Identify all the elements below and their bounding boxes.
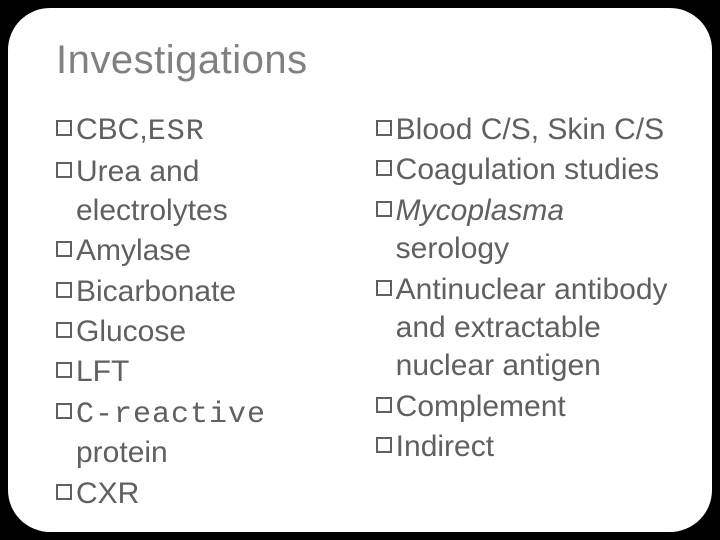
- list-item: Urea and electrolytes: [56, 153, 336, 230]
- list-item: Antinuclear antibody and extractable nuc…: [376, 271, 680, 386]
- item-text: CXR: [76, 475, 139, 513]
- square-bullet-icon: [56, 120, 72, 136]
- square-bullet-icon: [56, 162, 72, 178]
- square-bullet-icon: [56, 241, 72, 257]
- item-text: LFT: [76, 353, 129, 391]
- item-text: Antinuclear antibody and extractable nuc…: [396, 271, 680, 386]
- item-text: Bicarbonate: [76, 273, 236, 311]
- square-bullet-icon: [56, 322, 72, 338]
- square-bullet-icon: [56, 484, 72, 500]
- item-text: CBC,ESR: [76, 111, 205, 151]
- square-bullet-icon: [376, 120, 392, 136]
- left-column: CBC,ESR Urea and electrolytes Amylase Bi…: [56, 111, 336, 515]
- list-item: Glucose: [56, 313, 336, 351]
- square-bullet-icon: [376, 397, 392, 413]
- slide-frame: Investigations CBC,ESR Urea and electrol…: [8, 8, 712, 532]
- content-columns: CBC,ESR Urea and electrolytes Amylase Bi…: [56, 111, 664, 515]
- item-text: Complement: [396, 388, 566, 426]
- item-text: Coagulation studies: [396, 151, 660, 189]
- item-text: Amylase: [76, 232, 191, 270]
- list-item: LFT: [56, 353, 336, 391]
- list-item: Coagulation studies: [376, 151, 680, 189]
- list-item: Amylase: [56, 232, 336, 270]
- square-bullet-icon: [376, 437, 392, 453]
- list-item: Indirect: [376, 428, 680, 466]
- square-bullet-icon: [56, 362, 72, 378]
- square-bullet-icon: [376, 160, 392, 176]
- item-text: Indirect: [396, 428, 494, 466]
- list-item: Mycoplasma serology: [376, 192, 680, 269]
- square-bullet-icon: [376, 201, 392, 217]
- item-text: Blood C/S, Skin C/S: [396, 111, 664, 149]
- item-text: Glucose: [76, 313, 186, 351]
- item-text: Urea and electrolytes: [76, 153, 336, 230]
- list-item: Blood C/S, Skin C/S: [376, 111, 680, 149]
- list-item: Bicarbonate: [56, 273, 336, 311]
- item-text: C‐reactive protein: [76, 394, 336, 473]
- list-item: Complement: [376, 388, 680, 426]
- square-bullet-icon: [376, 280, 392, 296]
- square-bullet-icon: [56, 403, 72, 419]
- list-item: C‐reactive protein: [56, 394, 336, 473]
- list-item: CBC,ESR: [56, 111, 336, 151]
- right-column: Blood C/S, Skin C/S Coagulation studies …: [376, 111, 680, 515]
- item-text: Mycoplasma serology: [396, 192, 680, 269]
- list-item: CXR: [56, 475, 336, 513]
- slide-title: Investigations: [56, 38, 664, 83]
- square-bullet-icon: [56, 282, 72, 298]
